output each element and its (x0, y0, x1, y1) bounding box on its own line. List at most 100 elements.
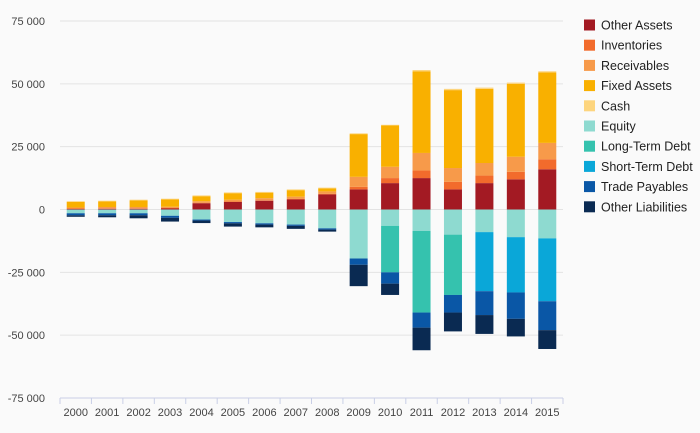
bar-segment[interactable] (223, 209, 242, 223)
legend-label[interactable]: Inventories (601, 39, 662, 53)
bar-segment[interactable] (475, 183, 494, 210)
bar-segment[interactable] (255, 223, 274, 225)
bar-segment[interactable] (412, 327, 431, 351)
bar-segment[interactable] (98, 213, 117, 216)
bar-segment[interactable] (506, 292, 525, 319)
bar-segment[interactable] (349, 176, 368, 187)
bar-segment[interactable] (286, 224, 305, 226)
bar-segment[interactable] (192, 203, 211, 210)
bar-segment[interactable] (538, 209, 557, 239)
bar-segment[interactable] (381, 183, 400, 210)
bar-segment[interactable] (538, 330, 557, 349)
bar-segment[interactable] (412, 209, 431, 231)
bar-segment[interactable] (255, 224, 274, 228)
bar-segment[interactable] (475, 88, 494, 164)
bar-segment[interactable] (318, 194, 337, 210)
bar-segment[interactable] (412, 178, 431, 210)
legend-label[interactable]: Trade Payables (601, 180, 688, 194)
bar-segment[interactable] (349, 209, 368, 259)
bar-segment[interactable] (349, 134, 368, 177)
bar-segment[interactable] (412, 230, 431, 313)
legend-label[interactable]: Other Liabilities (601, 200, 687, 214)
bar-segment[interactable] (506, 237, 525, 293)
bar-segment[interactable] (98, 209, 117, 214)
bar-segment[interactable] (286, 198, 305, 200)
bar-segment[interactable] (443, 294, 462, 313)
bar-segment[interactable] (66, 209, 85, 214)
bar-segment[interactable] (443, 234, 462, 295)
bar-segment[interactable] (286, 196, 305, 199)
bar-segment[interactable] (255, 209, 274, 224)
bar-segment[interactable] (161, 215, 180, 218)
bar-segment[interactable] (412, 170, 431, 179)
bar-segment[interactable] (192, 209, 211, 220)
bar-segment[interactable] (475, 175, 494, 184)
bar-segment[interactable] (98, 208, 117, 210)
bar-segment[interactable] (443, 168, 462, 182)
bar-segment[interactable] (286, 190, 305, 197)
bar-segment[interactable] (98, 206, 117, 209)
bar-segment[interactable] (318, 191, 337, 194)
bar-segment[interactable] (443, 88, 462, 91)
bar-segment[interactable] (506, 82, 525, 84)
bar-segment[interactable] (475, 232, 494, 292)
bar-segment[interactable] (255, 198, 274, 201)
bar-segment[interactable] (538, 159, 557, 170)
bar-segment[interactable] (66, 201, 85, 208)
legend-label[interactable]: Cash (601, 99, 630, 113)
bar-segment[interactable] (412, 312, 431, 328)
legend-label[interactable]: Receivables (601, 59, 669, 73)
bar-segment[interactable] (538, 72, 557, 143)
bar-segment[interactable] (66, 208, 85, 209)
bar-segment[interactable] (538, 301, 557, 331)
bar-segment[interactable] (318, 229, 337, 232)
bar-segment[interactable] (223, 193, 242, 200)
bar-segment[interactable] (255, 200, 274, 201)
bar-segment[interactable] (506, 156, 525, 172)
bar-segment[interactable] (129, 209, 148, 214)
bar-segment[interactable] (255, 200, 274, 210)
legend-label[interactable]: Other Assets (601, 19, 673, 33)
bar-segment[interactable] (223, 222, 242, 224)
bar-segment[interactable] (318, 209, 337, 229)
bar-segment[interactable] (161, 209, 180, 216)
bar-segment[interactable] (129, 206, 148, 209)
bar-segment[interactable] (381, 178, 400, 184)
bar-segment[interactable] (161, 199, 180, 207)
bar-segment[interactable] (129, 213, 148, 216)
bar-segment[interactable] (161, 208, 180, 210)
bar-segment[interactable] (129, 199, 148, 201)
bar-segment[interactable] (506, 209, 525, 238)
bar-segment[interactable] (506, 171, 525, 180)
bar-segment[interactable] (98, 201, 117, 207)
bar-segment[interactable] (98, 208, 117, 209)
bar-segment[interactable] (66, 215, 85, 217)
bar-segment[interactable] (161, 206, 180, 208)
bar-segment[interactable] (286, 209, 305, 225)
bar-segment[interactable] (412, 152, 431, 171)
bar-segment[interactable] (98, 215, 117, 218)
bar-segment[interactable] (538, 71, 557, 73)
bar-segment[interactable] (161, 198, 180, 200)
bar-segment[interactable] (192, 196, 211, 202)
bar-segment[interactable] (318, 193, 337, 195)
bar-segment[interactable] (66, 208, 85, 210)
bar-segment[interactable] (129, 208, 148, 209)
bar-segment[interactable] (318, 228, 337, 230)
bar-segment[interactable] (381, 166, 400, 179)
bar-segment[interactable] (192, 201, 211, 203)
bar-segment[interactable] (129, 200, 148, 207)
bar-segment[interactable] (286, 199, 305, 210)
bar-segment[interactable] (129, 215, 148, 219)
bar-segment[interactable] (129, 208, 148, 210)
bar-segment[interactable] (318, 188, 337, 192)
bar-segment[interactable] (192, 195, 211, 197)
bar-segment[interactable] (475, 315, 494, 334)
bar-segment[interactable] (286, 189, 305, 191)
bar-segment[interactable] (349, 264, 368, 287)
bar-segment[interactable] (538, 142, 557, 160)
bar-segment[interactable] (66, 213, 85, 216)
bar-segment[interactable] (538, 238, 557, 302)
bar-segment[interactable] (161, 217, 180, 222)
legend-label[interactable]: Equity (601, 120, 636, 134)
